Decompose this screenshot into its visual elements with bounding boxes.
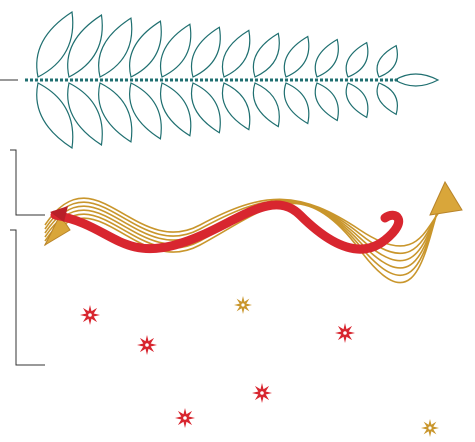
red-ribbon [50, 200, 404, 254]
leaf [98, 17, 133, 78]
leaf [129, 20, 162, 78]
leaf [283, 35, 310, 78]
leaf [190, 26, 221, 78]
leaf [67, 82, 103, 146]
leaf [252, 82, 280, 128]
gold-strand [44, 196, 446, 262]
leaf [345, 82, 369, 119]
gold-strand [44, 197, 446, 247]
stars [80, 296, 439, 437]
star-center [88, 313, 92, 317]
leaf [36, 10, 74, 78]
leader-bracket [10, 229, 45, 366]
gold-tail [429, 180, 463, 216]
leader-lines [0, 79, 45, 366]
leaf [98, 82, 133, 143]
star-center [145, 343, 149, 347]
leader-bracket [10, 149, 45, 216]
leaf [190, 82, 221, 134]
leaf [36, 82, 74, 150]
leaf [345, 41, 369, 78]
star-center [343, 331, 347, 335]
leaf [252, 32, 280, 78]
star-center [241, 303, 245, 307]
leaf [376, 44, 398, 78]
red-tail [50, 206, 68, 222]
leaf [393, 73, 440, 87]
star-center [260, 391, 264, 395]
ribbon [43, 180, 463, 284]
leaf [376, 82, 398, 116]
leaf [129, 82, 162, 140]
leaf [160, 23, 192, 78]
leaf [67, 14, 103, 78]
leaf [314, 82, 339, 122]
leaf [221, 82, 251, 131]
leaf [283, 82, 310, 125]
star-center [183, 416, 187, 420]
leaf-branch [25, 10, 440, 150]
leaf [221, 29, 251, 78]
leaf [160, 82, 192, 137]
leaf [314, 38, 339, 78]
star-center [428, 426, 432, 430]
gold-tail [43, 214, 71, 247]
